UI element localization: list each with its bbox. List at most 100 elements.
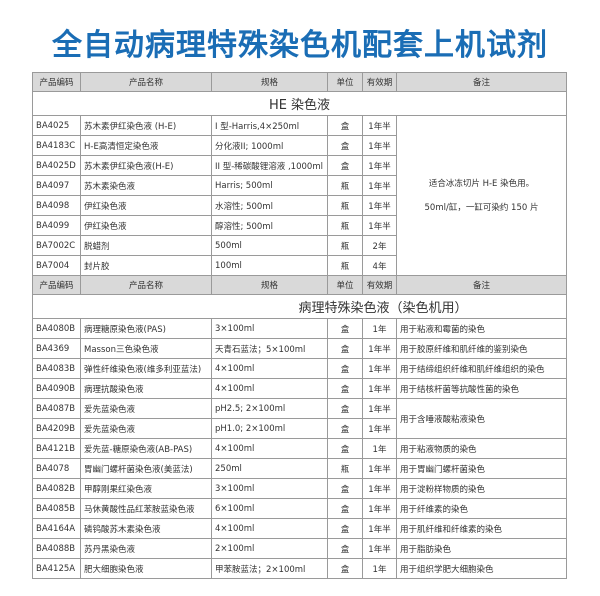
spec: 3×100ml [211, 478, 328, 499]
product-code: BA4098 [32, 195, 81, 216]
shelf-life: 1年半 [362, 478, 397, 499]
spec: Harris; 500ml [211, 175, 328, 196]
shelf-life: 1年半 [362, 195, 397, 216]
remark: 用于粘液物质的染色 [396, 438, 567, 459]
product-name: 爱先蓝染色液 [80, 398, 212, 419]
unit: 瓶 [327, 458, 363, 479]
table-row: BA4090B 病理抗酸染色液 4×100ml 盒 1年半 用于结核杆菌等抗酸性菌的染色 [32, 378, 567, 399]
table-row: BA4025 苏木素伊红染色液 (H-E) I 型-Harris,4×250ml 盒 1… [32, 115, 567, 276]
unit: 盒 [327, 498, 363, 519]
spec: 4×100ml [211, 518, 328, 539]
shelf-life: 1年半 [362, 215, 397, 236]
product-code: BA4125A [32, 558, 81, 579]
spec: II 型-稀碳酸锂溶液 ,1000ml [211, 155, 328, 176]
product-code: BA4088B [32, 538, 81, 559]
product-name: 肥大细胞染色液 [80, 558, 212, 579]
shelf-life: 1年半 [362, 538, 397, 559]
header-product-code: 产品编码 [32, 275, 81, 295]
unit: 盒 [327, 478, 363, 499]
unit: 盒 [327, 115, 363, 136]
shelf-life: 4年 [362, 255, 397, 276]
product-name: 胃幽门螺杆菌染色液(美蓝法) [80, 458, 212, 479]
table-row: BA4164A 磷钨酸苏木素染色液 4×100ml 盒 1年半 用于肌纤维和纤维素的染色 [32, 518, 567, 539]
section-title: HE 染色液 [32, 91, 567, 116]
product-name: 封片胶 [80, 255, 212, 276]
remark: 用于胶原纤维和肌纤维的鉴别染色 [396, 338, 567, 359]
product-code: BA4025D [32, 155, 81, 176]
header-product-name: 产品名称 [80, 72, 212, 92]
header-product-code: 产品编码 [32, 72, 81, 92]
unit: 盒 [327, 338, 363, 359]
page-title: 全自动病理特殊染色机配套上机试剂 [52, 28, 548, 63]
product-name: 磷钨酸苏木素染色液 [80, 518, 212, 539]
remark: 适合冰冻切片 H-E 染色用。 50ml/缸，一缸可染约 150 片 [396, 115, 567, 276]
spec: 醇溶性; 500ml [211, 215, 328, 236]
unit: 盒 [327, 538, 363, 559]
header-remark: 备注 [396, 72, 567, 92]
remark-line: 适合冰冻切片 H-E 染色用。 [428, 178, 535, 189]
product-code: BA4083B [32, 358, 81, 379]
section-title-row: HE 染色液 [32, 91, 567, 116]
spec: 4×100ml [211, 358, 328, 379]
spec: pH1.0; 2×100ml [211, 418, 328, 439]
remark: 用于肌纤维和纤维素的染色 [396, 518, 567, 539]
remark: 用于粘液和霉菌的染色 [396, 318, 567, 339]
product-name: 伊红染色液 [80, 215, 212, 236]
header-shelf-life: 有效期 [362, 72, 397, 92]
table-row: BA7004 封片胶 100ml 瓶 4年 [32, 255, 567, 276]
product-name: 苏丹黑染色液 [80, 538, 212, 559]
table-row: BA4078 胃幽门螺杆菌染色液(美蓝法) 250ml 瓶 1年半 用于胃幽门螺杆菌染色 [32, 458, 567, 479]
table-header-row: 产品编码 产品名称 规格 单位 有效期 备注 [32, 72, 567, 92]
spec: 500ml [211, 235, 328, 256]
product-code: BA4080B [32, 318, 81, 339]
unit: 盒 [327, 155, 363, 176]
table-row: BA4098 伊红染色液 水溶性; 500ml 瓶 1年半 [32, 195, 567, 216]
product-name: 脱蜡剂 [80, 235, 212, 256]
product-name: H-E高清恒定染色液 [80, 135, 212, 156]
product-code: BA4085B [32, 498, 81, 519]
unit: 瓶 [327, 175, 363, 196]
product-code: BA7002C [32, 235, 81, 256]
table-row: BA4083B 弹性纤维染色液(维多利亚蓝法) 4×100ml 盒 1年半 用于结缔组织纤… [32, 358, 567, 379]
product-name: 病理抗酸染色液 [80, 378, 212, 399]
section-title: 病理特殊染色液（染色机用） [32, 294, 567, 319]
product-name: 伊红染色液 [80, 195, 212, 216]
product-code: BA4099 [32, 215, 81, 236]
spec: I 型-Harris,4×250ml [211, 115, 328, 136]
unit: 盒 [327, 518, 363, 539]
unit: 盒 [327, 135, 363, 156]
table-row: BA4087B 爱先蓝染色液 pH2.5; 2×100ml 盒 1年半 用于含唾液酸粘液染… [32, 398, 567, 439]
unit: 瓶 [327, 215, 363, 236]
shelf-life: 1年半 [362, 378, 397, 399]
spec: 4×100ml [211, 438, 328, 459]
remark: 用于含唾液酸粘液染色 [396, 398, 567, 439]
product-name: 苏木素伊红染色液 (H-E) [80, 115, 212, 136]
shelf-life: 1年 [362, 438, 397, 459]
header-unit: 单位 [327, 275, 363, 295]
product-code: BA4097 [32, 175, 81, 196]
reagent-table: 产品编码 产品名称 规格 单位 有效期 备注 HE 染色液 BA4025 苏木素伊红染色液 (H… [32, 72, 567, 579]
remark: 用于组织学肥大细胞染色 [396, 558, 567, 579]
table-row: BA4121B 爱先蓝-糖原染色液(AB-PAS) 4×100ml 盒 1年 用于粘液物质… [32, 438, 567, 459]
unit: 瓶 [327, 255, 363, 276]
product-name: 苏木素伊红染色液(H-E) [80, 155, 212, 176]
shelf-life: 1年半 [362, 398, 397, 419]
shelf-life: 1年半 [362, 418, 397, 439]
table-row: BA4209B 爱先蓝染色液 pH1.0; 2×100ml 盒 1年半 [32, 418, 567, 439]
spec: 分化液II; 1000ml [211, 135, 328, 156]
shelf-life: 1年半 [362, 175, 397, 196]
unit: 瓶 [327, 235, 363, 256]
product-code: BA4121B [32, 438, 81, 459]
unit: 盒 [327, 438, 363, 459]
product-name: 爱先蓝染色液 [80, 418, 212, 439]
product-name: 弹性纤维染色液(维多利亚蓝法) [80, 358, 212, 379]
spec: 3×100ml [211, 318, 328, 339]
shelf-life: 1年半 [362, 458, 397, 479]
product-code: BA7004 [32, 255, 81, 276]
product-code: BA4164A [32, 518, 81, 539]
header-remark: 备注 [396, 275, 567, 295]
unit: 盒 [327, 398, 363, 419]
product-code: BA4087B [32, 398, 81, 419]
product-name: 病理糖原染色液(PAS) [80, 318, 212, 339]
product-code: BA4082B [32, 478, 81, 499]
